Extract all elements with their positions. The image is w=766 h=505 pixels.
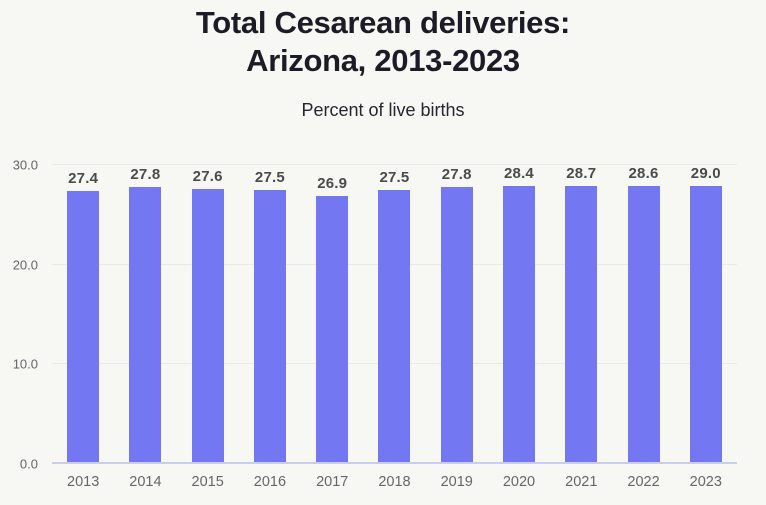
x-axis-label: 2014 <box>129 474 162 490</box>
chart-title-line1: Total Cesarean deliveries: <box>195 5 571 40</box>
bar-2014[interactable] <box>129 186 162 464</box>
chart-title-line2: Arizona, 2013-2023 <box>246 43 520 78</box>
y-axis-tick-label: 30.0 <box>12 157 38 173</box>
bar-column: 26.9 2017 <box>301 165 363 490</box>
bar-2018[interactable] <box>378 189 411 464</box>
bar-value-label: 27.5 <box>379 168 410 186</box>
y-axis-tick-label: 10.0 <box>12 356 38 372</box>
bar-value-label: 27.6 <box>192 167 223 185</box>
x-axis-label: 2019 <box>440 474 473 490</box>
x-axis-label: 2023 <box>689 474 722 490</box>
bar-value-label: 27.8 <box>130 165 161 183</box>
x-axis-label: 2016 <box>253 474 287 490</box>
bar-value-label: 27.8 <box>441 165 472 183</box>
x-axis-label: 2020 <box>502 474 536 490</box>
chart-title: Total Cesarean deliveries: Arizona, 2013… <box>0 4 766 80</box>
bar-value-label: 27.4 <box>68 169 99 187</box>
plot-area: 27.4 2013 27.8 2014 27.6 2015 27.5 2016 26.9 2017… <box>52 164 737 490</box>
bar-column: 29.0 2023 <box>675 165 737 490</box>
bar-column: 27.4 2013 <box>52 165 114 490</box>
gridline <box>52 164 737 165</box>
bar-2023[interactable] <box>689 186 722 464</box>
x-axis-baseline <box>52 462 737 464</box>
bar-2016[interactable] <box>253 189 286 464</box>
bar-series: 27.4 2013 27.8 2014 27.6 2015 27.5 2016 26.9 2017… <box>52 165 737 490</box>
bar-2022[interactable] <box>627 186 660 464</box>
y-axis-tick-label: 0.0 <box>19 456 38 472</box>
bar-value-label: 27.5 <box>254 168 285 186</box>
bar-column: 28.4 2020 <box>488 165 550 490</box>
chart-subtitle: Percent of live births <box>301 100 465 120</box>
bar-value-label: 29.0 <box>690 165 721 182</box>
y-axis-tick-label: 20.0 <box>12 257 38 273</box>
x-axis-label: 2021 <box>565 474 598 490</box>
bar-2021[interactable] <box>565 186 598 464</box>
bar-value-label: 28.6 <box>628 165 659 182</box>
bar-column: 27.5 2016 <box>239 165 301 490</box>
x-axis-label: 2013 <box>67 474 100 490</box>
bar-2013[interactable] <box>67 190 100 464</box>
bar-value-label: 28.4 <box>503 165 534 182</box>
x-axis-label: 2015 <box>191 474 224 490</box>
bar-value-label: 26.9 <box>317 174 348 192</box>
bar-2015[interactable] <box>191 188 224 464</box>
bar-value-label: 28.7 <box>566 165 597 182</box>
x-axis-label: 2022 <box>627 474 660 490</box>
bar-column: 28.7 2021 <box>550 165 612 490</box>
bar-2017[interactable] <box>316 195 349 464</box>
bar-column: 28.6 2022 <box>612 165 674 490</box>
x-axis-label: 2017 <box>316 474 349 490</box>
y-axis: 0.0 10.0 20.0 30.0 <box>0 158 40 472</box>
bar-column: 27.5 2018 <box>363 165 425 490</box>
bar-2020[interactable] <box>502 186 535 464</box>
bar-column: 27.8 2019 <box>426 165 488 490</box>
x-axis-label: 2018 <box>378 474 411 490</box>
bar-column: 27.8 2014 <box>114 165 176 490</box>
bar-2019[interactable] <box>440 186 473 464</box>
bar-column: 27.6 2015 <box>177 165 239 490</box>
